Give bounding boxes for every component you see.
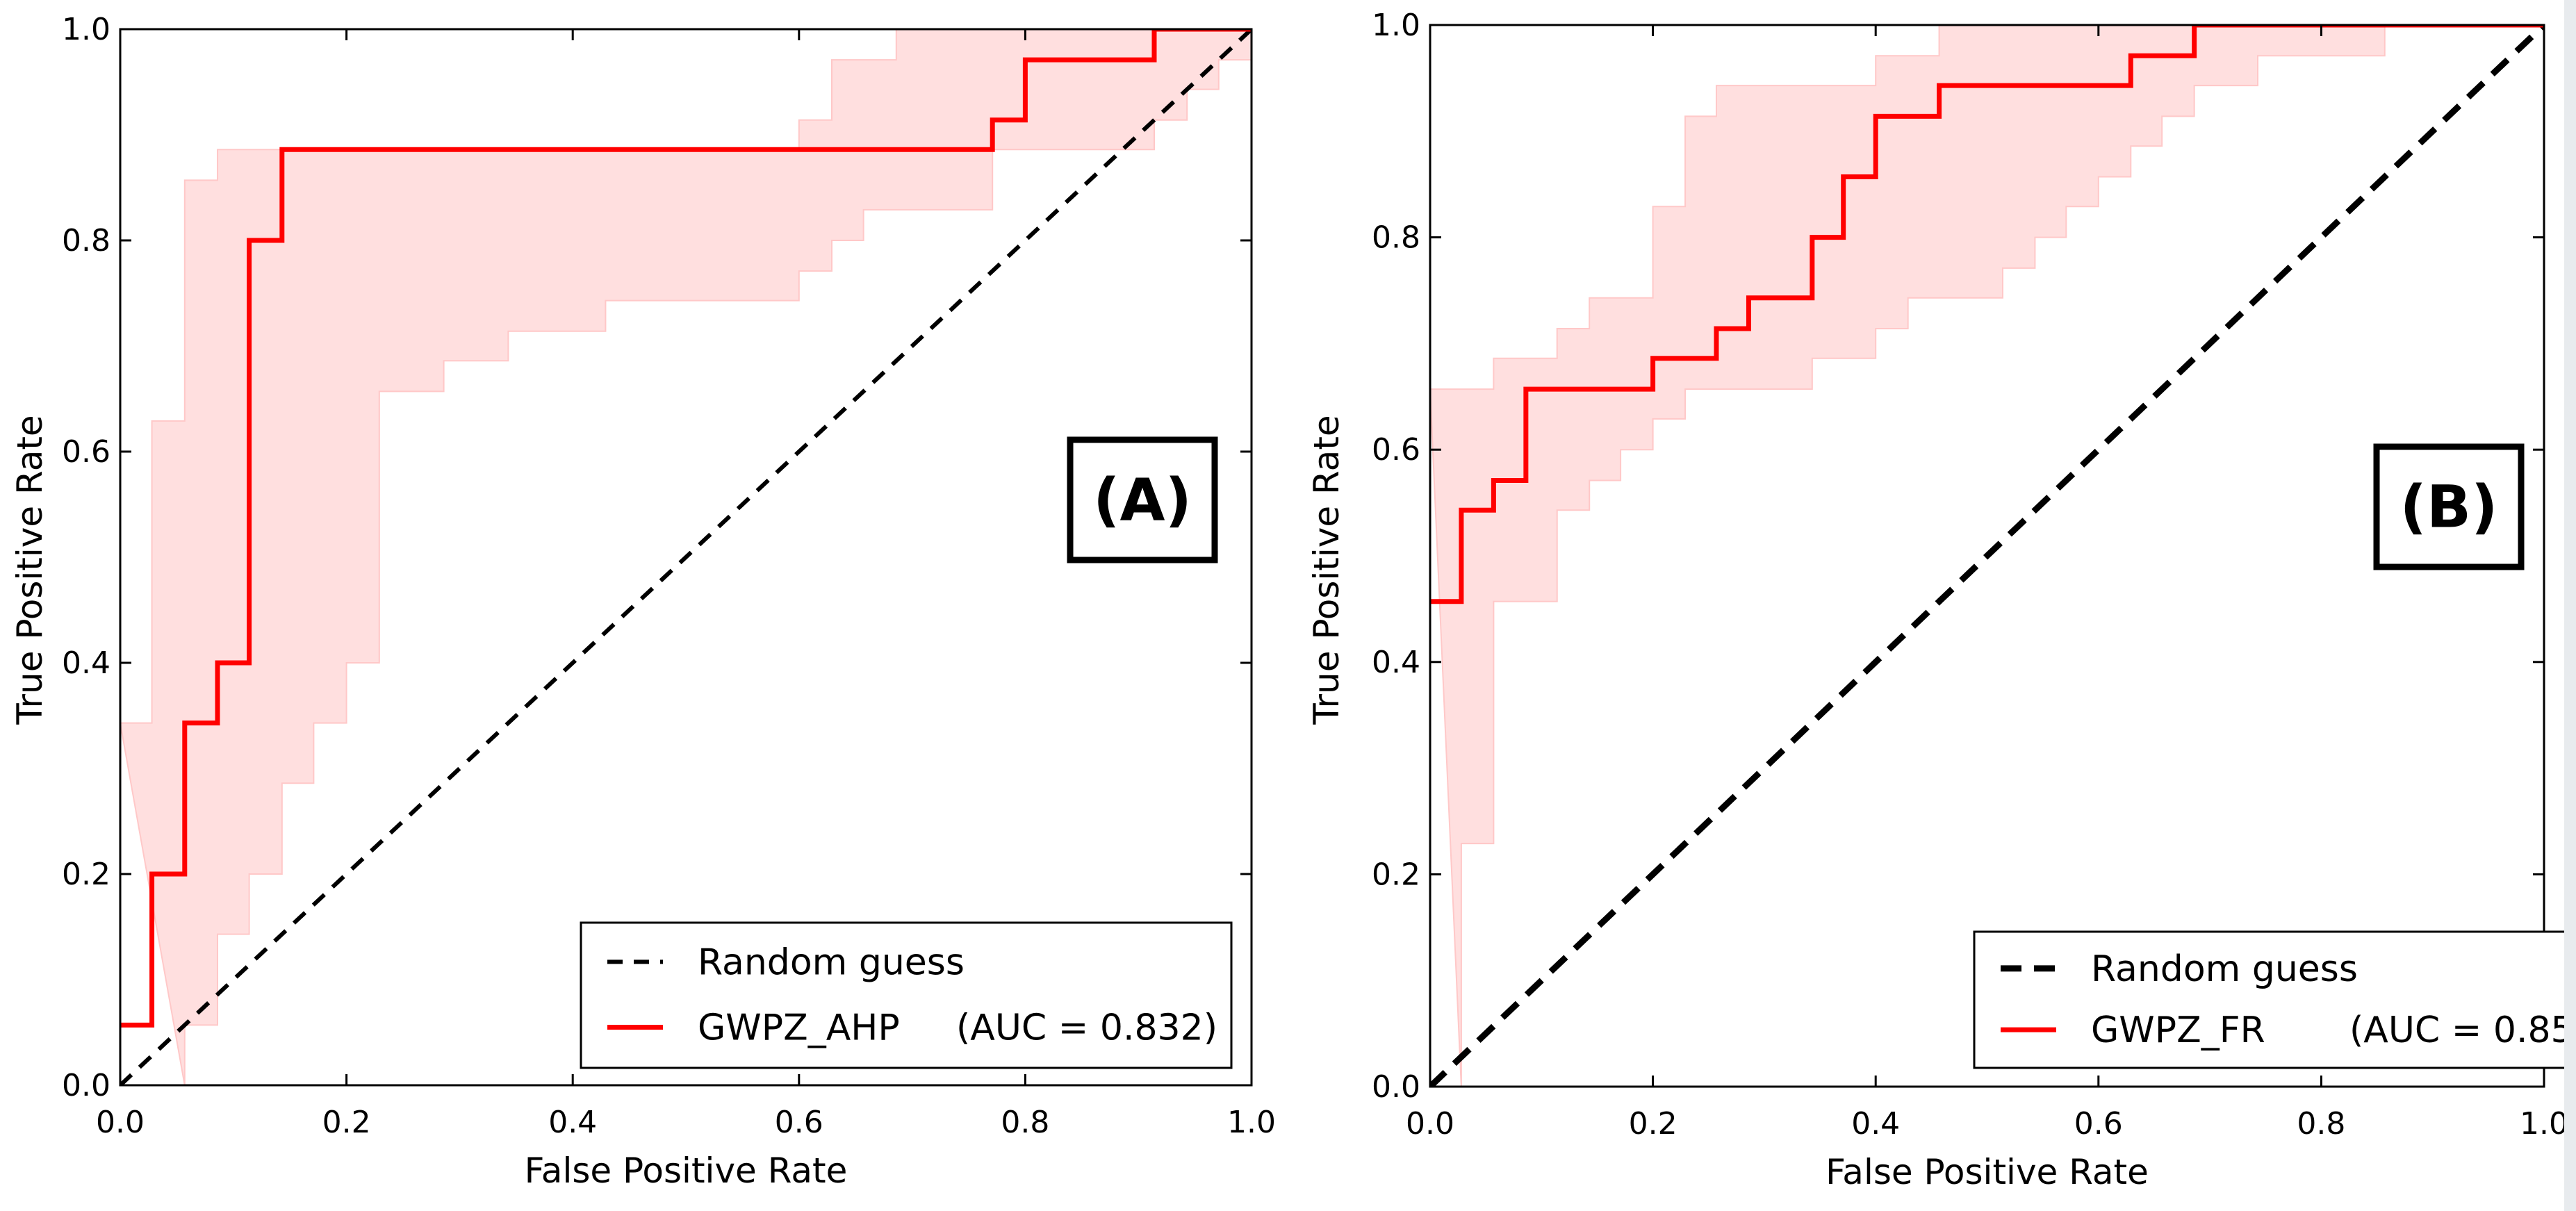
legend-random-label: Random guess: [2091, 948, 2358, 990]
random-guess-line: [1430, 25, 2544, 1087]
edge-strip: [2564, 0, 2576, 1211]
y-tick-label: 1.0: [1372, 8, 1420, 43]
x-tick-label: 0.4: [548, 1105, 597, 1140]
y-tick-label: 0.6: [62, 434, 110, 470]
x-tick-label: 0.0: [1406, 1106, 1454, 1142]
legend-roc-name: GWPZ_AHP: [698, 1007, 900, 1048]
y-axis-title: True Positive Rate: [10, 415, 50, 725]
panel-tag-box: [2373, 443, 2525, 570]
legend-roc-name: GWPZ_FR: [2091, 1010, 2265, 1051]
legend-roc-auc: (AUC = 0.853): [2349, 1010, 2576, 1051]
y-tick-label: 0.8: [1372, 220, 1420, 256]
x-tick-label: 0.0: [96, 1105, 145, 1140]
panel-tag-box: [1067, 436, 1218, 563]
x-tick-label: 1.0: [2520, 1106, 2568, 1142]
panel-tag-label: (A): [1093, 466, 1192, 534]
x-tick-label: 1.0: [1227, 1105, 1276, 1140]
y-tick-label: 0.0: [1372, 1069, 1420, 1105]
y-tick-label: 0.6: [1372, 432, 1420, 468]
axes-frame: [1429, 24, 2545, 1088]
confidence-band: [120, 29, 1252, 1085]
roc-curve-line: [1430, 25, 2544, 604]
panel-tag-label: (B): [2400, 473, 2498, 541]
legend-box: [1973, 930, 2576, 1069]
roc-panel-b: 0.0 0.2 0.4 0.6 0.8 1.0 0.0 0.2 0.4 0.6 0.8 1.0 Fals…: [1306, 8, 2576, 1192]
confidence-band: [1430, 25, 2544, 1087]
y-tick-label: 1.0: [62, 12, 110, 47]
plot-area: [1430, 25, 2544, 1087]
y-tick-label: 0.2: [62, 857, 110, 892]
roc-curve-line: [120, 29, 1252, 1028]
y-tick-label: 0.8: [62, 223, 110, 258]
x-axis-title: False Positive Rate: [525, 1151, 848, 1191]
x-tick-label: 0.8: [2297, 1106, 2345, 1142]
x-axis-title: False Positive Rate: [1826, 1152, 2149, 1192]
x-tick-label: 0.6: [775, 1105, 823, 1140]
legend-random-label: Random guess: [698, 941, 965, 983]
y-tick-label: 0.4: [1372, 645, 1420, 680]
legend-box: [580, 921, 1233, 1069]
random-guess-line: [120, 29, 1252, 1085]
y-tick-label: 0.4: [62, 645, 110, 681]
x-tick-label: 0.2: [322, 1105, 371, 1140]
y-tick-label: 0.0: [62, 1068, 110, 1103]
x-tick-label: 0.4: [1851, 1106, 1900, 1142]
roc-panel-a: 0.0 0.2 0.4 0.6 0.8 1.0 0.0 0.2 0.4 0.6 0.8 1.0 Fals…: [10, 12, 1276, 1191]
legend-roc-auc: (AUC = 0.832): [956, 1007, 1217, 1048]
plot-area: [120, 29, 1252, 1085]
x-tick-label: 0.8: [1001, 1105, 1049, 1140]
y-axis-title: True Positive Rate: [1306, 415, 1347, 725]
y-tick-label: 0.2: [1372, 857, 1420, 892]
axes-frame: [119, 28, 1253, 1087]
x-tick-label: 0.2: [1629, 1106, 1677, 1142]
x-tick-label: 0.6: [2074, 1106, 2123, 1142]
